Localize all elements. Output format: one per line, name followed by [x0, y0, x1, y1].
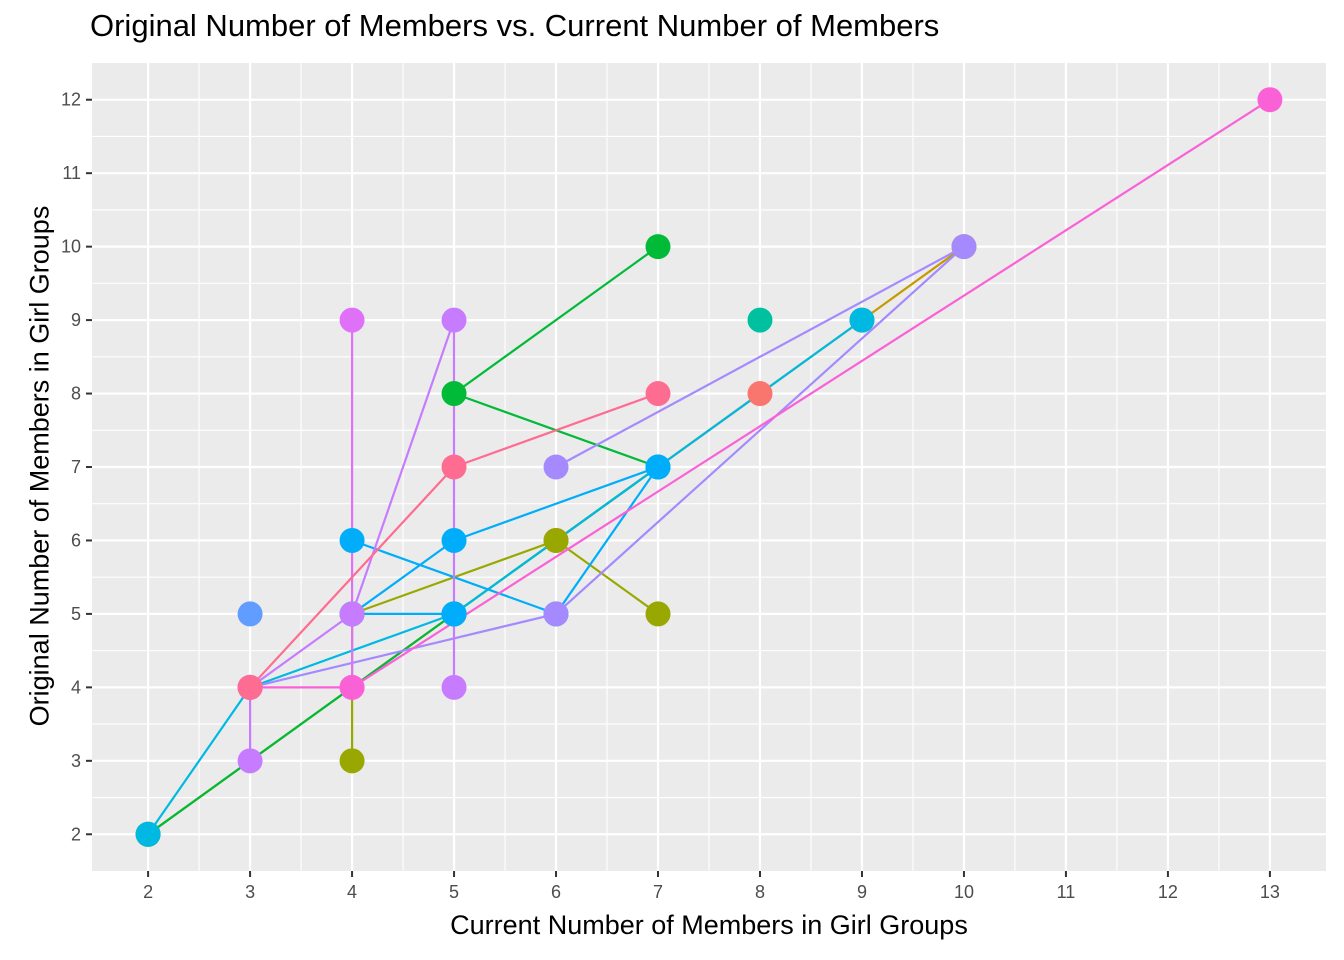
x-tick-label: 5	[449, 882, 459, 902]
data-point	[441, 454, 467, 480]
series-line	[351, 465, 660, 616]
data-point	[237, 748, 263, 774]
x-tick-label: 3	[245, 882, 255, 902]
data-point	[951, 234, 977, 260]
data-point	[849, 307, 875, 333]
data-point	[543, 601, 569, 627]
x-tick-label: 8	[755, 882, 765, 902]
data-point	[543, 454, 569, 480]
data-point	[135, 821, 161, 847]
data-point	[747, 307, 773, 333]
y-tick-label: 9	[71, 310, 81, 330]
data-point	[543, 527, 569, 553]
data-point	[441, 381, 467, 407]
data-point	[441, 601, 467, 627]
data-point	[237, 674, 263, 700]
data-point	[645, 381, 671, 407]
y-axis-title: Original Number of Members in Girl Group…	[24, 205, 55, 727]
data-point	[441, 527, 467, 553]
y-tick-label: 6	[71, 530, 81, 550]
data-point	[339, 601, 365, 627]
data-point	[441, 674, 467, 700]
y-tick-label: 5	[71, 604, 81, 624]
x-tick-label: 12	[1158, 882, 1178, 902]
x-tick-label: 10	[954, 882, 974, 902]
axis-ticks: 2 3 4 5 6 7 8 9 10 11 12 13 2 3 4 5 6 7 8 9 10 11 12	[61, 90, 1280, 902]
x-tick-label: 7	[653, 882, 663, 902]
y-tick-label: 8	[71, 384, 81, 404]
series-points	[135, 87, 1283, 847]
x-tick-label: 2	[143, 882, 153, 902]
y-tick-label: 3	[71, 751, 81, 771]
data-point	[645, 454, 671, 480]
x-tick-label: 4	[347, 882, 357, 902]
y-tick-label: 10	[61, 237, 81, 257]
y-tick-label: 11	[62, 163, 81, 183]
y-tick-label: 4	[71, 677, 81, 697]
data-point	[237, 601, 263, 627]
y-tick-label: 12	[61, 90, 81, 110]
data-point	[645, 601, 671, 627]
data-point	[339, 674, 365, 700]
chart-title: Original Number of Members vs. Current N…	[90, 8, 940, 43]
y-tick-label: 2	[71, 824, 81, 844]
data-point	[645, 234, 671, 260]
data-point	[339, 748, 365, 774]
data-point	[339, 307, 365, 333]
x-tick-label: 9	[857, 882, 867, 902]
data-point	[339, 527, 365, 553]
x-tick-label: 6	[551, 882, 561, 902]
y-tick-label: 7	[71, 457, 81, 477]
data-point	[441, 307, 467, 333]
data-point	[1257, 87, 1283, 113]
x-tick-label: 11	[1057, 882, 1076, 902]
x-tick-label: 13	[1260, 882, 1280, 902]
grid-lines	[92, 63, 1326, 871]
x-axis-title: Current Number of Members in Girl Groups	[450, 910, 968, 940]
series-line	[249, 245, 966, 689]
data-point	[747, 381, 773, 407]
